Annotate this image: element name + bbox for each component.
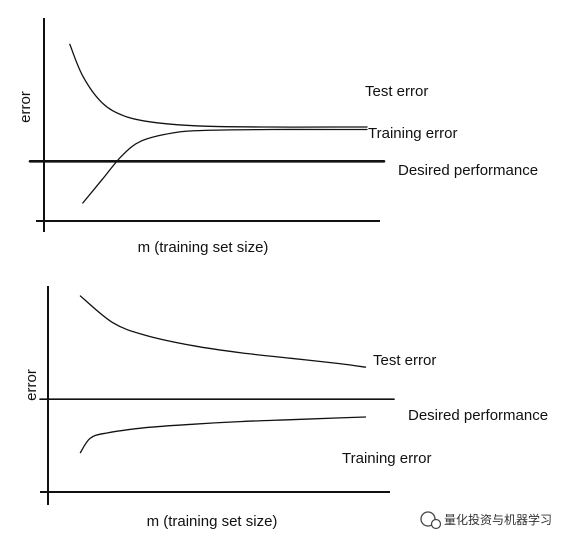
chart2-test-error-line [79, 295, 367, 368]
chart1-y-label: error [17, 91, 34, 123]
chart1-x-label: m (training set size) [138, 239, 269, 256]
chart2-label-test-error: Test error [373, 352, 436, 369]
chart2-training-error-line [79, 416, 367, 454]
chart2-label-training-error: Training error [342, 450, 431, 467]
watermark-text: 量化投资与机器学习 [444, 512, 552, 527]
chart2-y-label: error [23, 369, 40, 401]
chart2-x-label: m (training set size) [147, 513, 278, 530]
chart1-label-training-error: Training error [368, 125, 457, 142]
chart2-label-desired-performance: Desired performance [408, 407, 548, 424]
chart1-label-desired-performance: Desired performance [398, 162, 538, 179]
chart1-training-error-line [82, 128, 368, 204]
watermark: 量化投资与机器学习 [420, 511, 552, 530]
chat-bubble-icon-small [430, 518, 442, 530]
chart1-label-test-error: Test error [365, 83, 428, 100]
chart1-test-error-line [69, 43, 368, 128]
